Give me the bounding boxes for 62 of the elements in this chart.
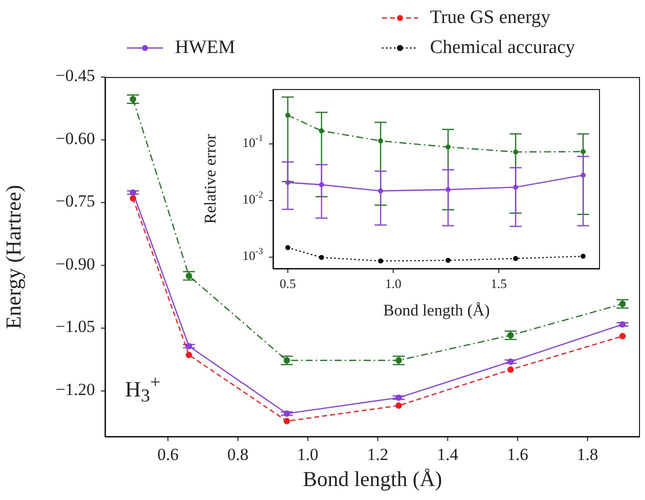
y-tick-label: 10$^{-1}$ bbox=[242, 132, 263, 150]
x-axis-title: Bond length (Å) bbox=[383, 301, 490, 320]
x-axis-title: Bond length (Å) bbox=[302, 466, 442, 491]
point bbox=[319, 128, 324, 134]
y-tick-label: 10$^{-3}$ bbox=[242, 246, 264, 264]
y-tick-label: −0.75 bbox=[56, 191, 95, 210]
y-tick-label: −0.60 bbox=[56, 128, 95, 148]
y-tick-label: −0.45 bbox=[56, 66, 95, 85]
y-axis-title: Energy (Hartree) bbox=[1, 184, 26, 330]
point bbox=[446, 187, 451, 192]
point bbox=[186, 272, 192, 280]
x-tick-label: 1.4 bbox=[437, 444, 459, 464]
point bbox=[130, 189, 136, 196]
point bbox=[186, 352, 192, 358]
point bbox=[446, 258, 451, 263]
x-tick-label: 1.8 bbox=[576, 444, 598, 464]
point bbox=[513, 256, 518, 261]
point bbox=[396, 394, 402, 401]
y-axis-title: Relative error bbox=[201, 134, 220, 224]
point bbox=[319, 182, 324, 188]
x-tick-label: 1.5 bbox=[490, 276, 507, 291]
point bbox=[284, 410, 290, 417]
point bbox=[130, 195, 136, 202]
point bbox=[580, 149, 586, 154]
x-tick-label: 1.2 bbox=[367, 444, 388, 464]
point bbox=[285, 112, 290, 118]
x-tick-label: 0.6 bbox=[157, 444, 179, 464]
legend-label: HWEM bbox=[175, 37, 236, 59]
point bbox=[285, 180, 290, 186]
point bbox=[378, 258, 384, 264]
point bbox=[580, 254, 586, 259]
x-tick-label: 0.8 bbox=[227, 444, 248, 464]
point bbox=[507, 332, 514, 338]
y-tick-label: 10$^{-2}$ bbox=[242, 190, 264, 207]
point bbox=[619, 300, 626, 308]
legend-label: True GS energy bbox=[430, 7, 550, 29]
legend-label: Chemical accuracy bbox=[430, 37, 576, 59]
point bbox=[284, 357, 290, 364]
point bbox=[319, 254, 324, 260]
point bbox=[619, 321, 626, 328]
y-tick-label: −1.20 bbox=[56, 380, 95, 399]
point bbox=[396, 357, 402, 364]
point bbox=[446, 144, 451, 150]
point bbox=[619, 332, 626, 340]
y-tick-label: −0.90 bbox=[56, 254, 95, 274]
point bbox=[507, 358, 514, 365]
x-tick-label: 1.6 bbox=[506, 444, 528, 464]
point bbox=[580, 172, 586, 178]
x-tick-label: 1.0 bbox=[297, 444, 318, 464]
point bbox=[513, 149, 518, 154]
y-tick-label: −1.05 bbox=[56, 317, 95, 336]
point bbox=[130, 96, 136, 102]
point bbox=[507, 366, 514, 373]
point bbox=[513, 184, 518, 190]
point bbox=[378, 138, 384, 144]
x-tick-label: 0.5 bbox=[280, 276, 296, 291]
point bbox=[396, 402, 402, 409]
point bbox=[378, 188, 384, 194]
x-tick-label: 1.0 bbox=[385, 276, 402, 291]
point bbox=[284, 418, 290, 424]
point bbox=[285, 245, 290, 250]
point bbox=[186, 342, 192, 350]
